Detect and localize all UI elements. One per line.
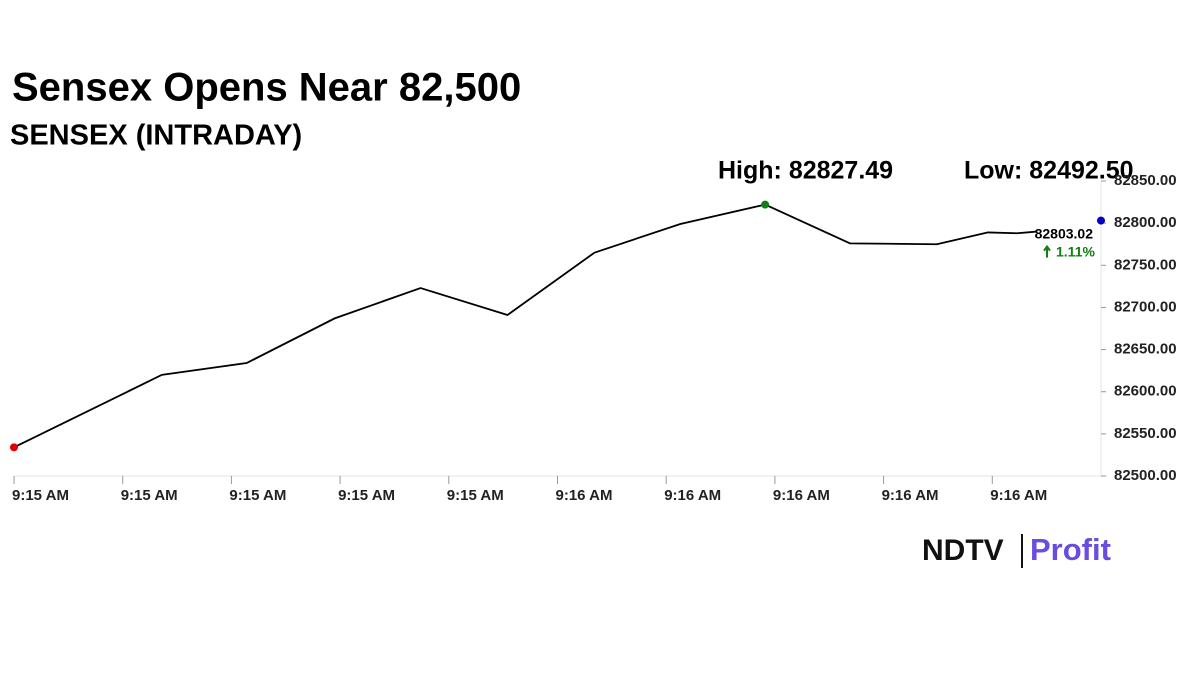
x-tick-label: 9:15 AM: [12, 487, 69, 504]
y-tick-label: 82850.00: [1114, 172, 1177, 189]
logo-profit: Profit: [1030, 532, 1111, 567]
chart-subtitle: SENSEX (INTRADAY): [10, 120, 302, 152]
high-dot: [761, 200, 770, 209]
x-tick-label: 9:16 AM: [990, 487, 1047, 504]
price-line: [13, 203, 1037, 449]
x-tick-label: 9:15 AM: [447, 487, 504, 504]
x-tick-label: 9:16 AM: [773, 487, 830, 504]
y-tick-label: 82550.00: [1114, 425, 1177, 442]
chart-title: Sensex Opens Near 82,500: [12, 66, 521, 110]
logo-ndtv: NDTV: [922, 534, 1004, 567]
x-tick-label: 9:15 AM: [229, 487, 286, 504]
x-tick-label: 9:16 AM: [556, 487, 613, 504]
high-label: High: 82827.49: [718, 157, 893, 185]
change-value: 1.11%: [1056, 243, 1095, 259]
y-tick-label: 82750.00: [1114, 256, 1177, 273]
y-tick-label: 82650.00: [1114, 341, 1177, 358]
x-tick-label: 9:16 AM: [664, 487, 721, 504]
y-tick-label: 82600.00: [1114, 383, 1177, 400]
low-label: Low: 82492.50: [964, 157, 1134, 185]
x-tick-label: 9:15 AM: [121, 487, 178, 504]
open-dot: [10, 443, 18, 452]
change-label: 1.11%: [1043, 243, 1095, 259]
y-tick-label: 82700.00: [1114, 298, 1177, 315]
x-tick-label: 9:16 AM: [882, 487, 939, 504]
last-dot: [1097, 216, 1105, 225]
up-arrow: [1043, 244, 1051, 258]
last-price: 82803.02: [1035, 225, 1094, 241]
y-tick-label: 82800.00: [1114, 214, 1177, 231]
x-tick-label: 9:15 AM: [338, 487, 395, 504]
y-tick-label: 82500.00: [1114, 467, 1177, 484]
